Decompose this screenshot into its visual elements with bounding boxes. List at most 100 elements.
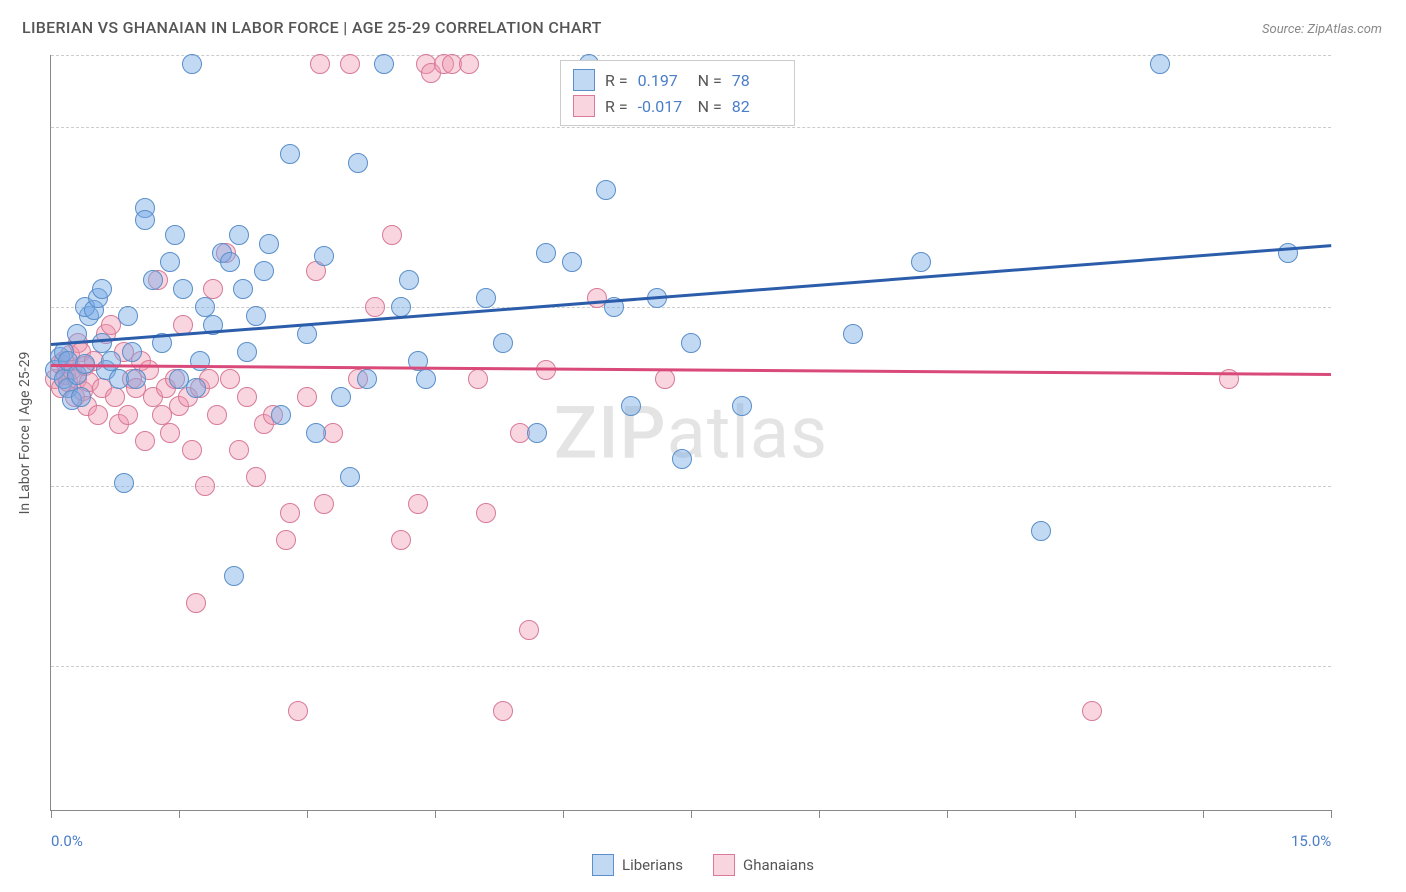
data-point-series1 (527, 423, 547, 443)
data-point-series1 (843, 324, 863, 344)
data-point-series2 (519, 620, 539, 640)
data-point-series1 (220, 252, 240, 272)
n-value: 78 (732, 71, 782, 90)
data-point-series1 (259, 234, 279, 254)
chart-title: LIBERIAN VS GHANAIAN IN LABOR FORCE | AG… (22, 18, 602, 37)
trendline-series2 (51, 364, 1331, 375)
data-point-series2 (297, 387, 317, 407)
data-point-series1 (357, 369, 377, 389)
data-point-series2 (195, 476, 215, 496)
data-point-series1 (476, 288, 496, 308)
data-point-series1 (114, 473, 134, 493)
data-point-series2 (459, 54, 479, 74)
data-point-series1 (1150, 54, 1170, 74)
legend-label: Ghanaians (743, 856, 814, 874)
x-tick (179, 810, 180, 818)
data-point-series1 (118, 306, 138, 326)
x-tick (307, 810, 308, 818)
data-point-series1 (160, 252, 180, 272)
data-point-series1 (254, 261, 274, 281)
data-point-series1 (399, 270, 419, 290)
stats-row: R = -0.017 N = 82 (573, 93, 782, 119)
legend-swatch (713, 854, 735, 876)
data-point-series1 (314, 246, 334, 266)
data-point-series1 (672, 449, 692, 469)
data-point-series1 (165, 225, 185, 245)
x-tick (435, 810, 436, 818)
data-point-series1 (71, 387, 91, 407)
data-point-series2 (88, 405, 108, 425)
data-point-series2 (1082, 701, 1102, 721)
data-point-series2 (655, 369, 675, 389)
data-point-series2 (118, 405, 138, 425)
data-point-series1 (271, 405, 291, 425)
data-point-series2 (276, 530, 296, 550)
data-point-series1 (391, 297, 411, 317)
data-point-series1 (135, 210, 155, 230)
data-point-series1 (340, 467, 360, 487)
data-point-series1 (596, 180, 616, 200)
legend-item: Ghanaians (713, 854, 814, 876)
data-point-series1 (493, 333, 513, 353)
data-point-series1 (143, 270, 163, 290)
data-point-series2 (160, 423, 180, 443)
data-point-series2 (382, 225, 402, 245)
r-value: 0.197 (638, 71, 688, 90)
data-point-series2 (408, 494, 428, 514)
data-point-series2 (280, 503, 300, 523)
x-tick (1203, 810, 1204, 818)
data-point-series2 (220, 369, 240, 389)
legend-swatch (573, 95, 595, 117)
n-label: N = (698, 71, 722, 90)
gridline-h (51, 127, 1331, 128)
data-point-series2 (105, 387, 125, 407)
legend-label: Liberians (622, 856, 683, 874)
r-label: R = (605, 97, 628, 116)
data-point-series2 (493, 701, 513, 721)
gridline-h (51, 486, 1331, 487)
data-point-series1 (173, 279, 193, 299)
x-tick (691, 810, 692, 818)
data-point-series1 (182, 54, 202, 74)
correlation-chart: LIBERIAN VS GHANAIAN IN LABOR FORCE | AG… (0, 0, 1406, 892)
stats-row: R = 0.197 N = 78 (573, 67, 782, 93)
gridline-h (51, 55, 1331, 56)
data-point-series1 (621, 396, 641, 416)
data-point-series1 (92, 279, 112, 299)
data-point-series1 (1278, 243, 1298, 263)
x-tick (1075, 810, 1076, 818)
r-label: R = (605, 71, 628, 90)
data-point-series2 (229, 440, 249, 460)
data-point-series2 (468, 369, 488, 389)
x-tick (51, 810, 52, 818)
data-point-series1 (562, 252, 582, 272)
data-point-series2 (314, 494, 334, 514)
series-legend: Liberians Ghanaians (592, 854, 814, 876)
n-label: N = (698, 97, 722, 116)
data-point-series1 (237, 342, 257, 362)
data-point-series1 (1031, 521, 1051, 541)
data-point-series2 (323, 423, 343, 443)
data-point-series2 (288, 701, 308, 721)
data-point-series1 (126, 369, 146, 389)
source-attribution: Source: ZipAtlas.com (1262, 22, 1382, 37)
plot-area: ZIPatlas 0.0%15.0% (50, 55, 1331, 811)
watermark-bold: ZIP (554, 390, 667, 475)
data-point-series1 (229, 225, 249, 245)
r-value: -0.017 (638, 97, 688, 116)
data-point-series1 (224, 566, 244, 586)
data-point-series1 (331, 387, 351, 407)
data-point-series2 (203, 279, 223, 299)
x-tick (563, 810, 564, 818)
data-point-series2 (135, 431, 155, 451)
data-point-series2 (391, 530, 411, 550)
y-axis-label: In Labor Force | Age 25-29 (17, 351, 33, 514)
data-point-series1 (306, 423, 326, 443)
data-point-series1 (374, 54, 394, 74)
data-point-series2 (310, 54, 330, 74)
data-point-series1 (297, 324, 317, 344)
n-value: 82 (732, 97, 782, 116)
legend-item: Liberians (592, 854, 683, 876)
data-point-series1 (911, 252, 931, 272)
data-point-series2 (186, 593, 206, 613)
